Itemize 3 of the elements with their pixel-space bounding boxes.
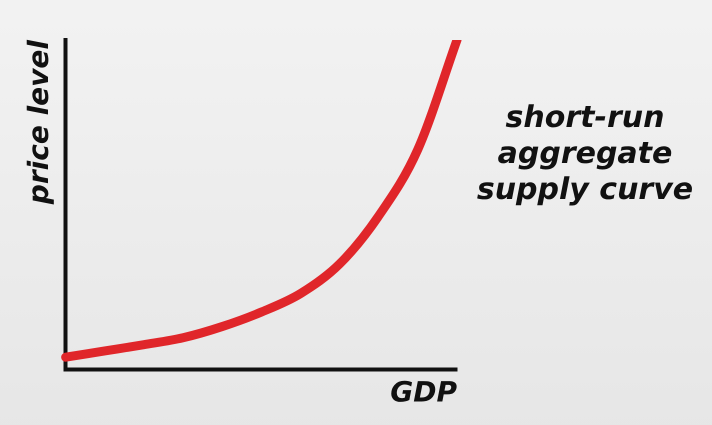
y-axis-title: price level (22, 40, 56, 206)
x-axis-title: GDP (390, 375, 458, 408)
text: short-run aggregate supply curve (476, 100, 694, 208)
